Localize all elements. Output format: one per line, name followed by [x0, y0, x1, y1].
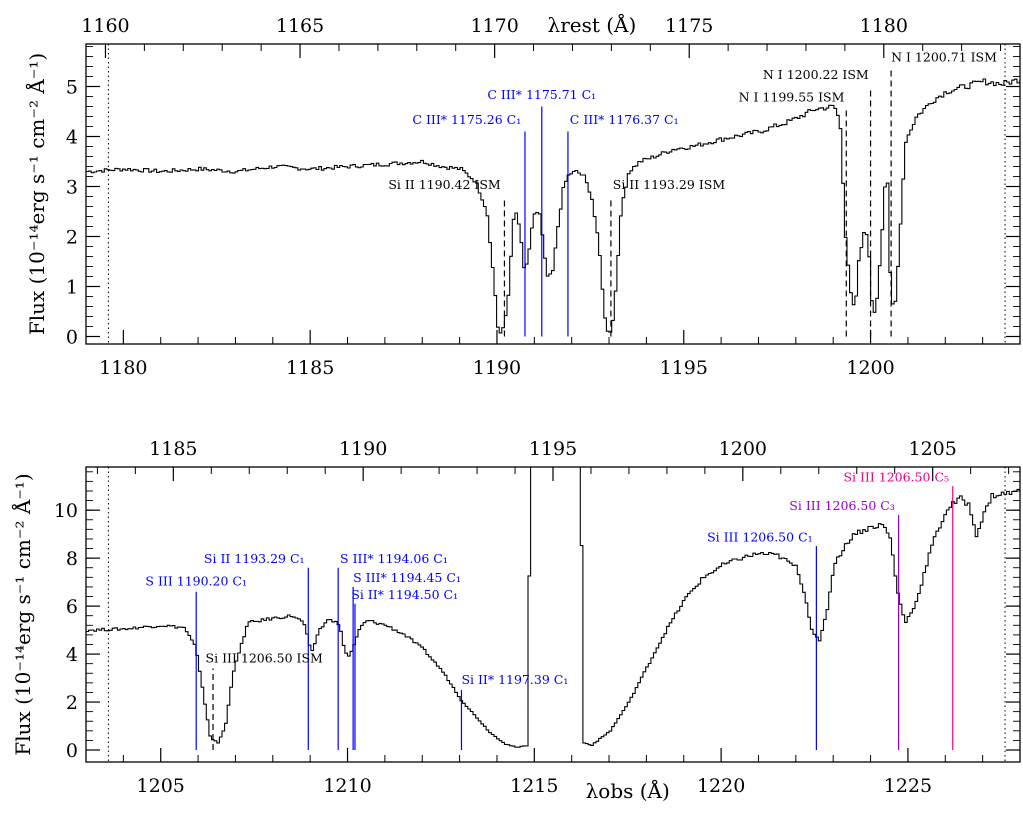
top-tick-label: 1175: [665, 15, 713, 37]
top-tick-label: 1195: [529, 438, 577, 460]
line-label: N I 1200.22 ISM: [763, 67, 869, 82]
top-x-axis-label: λrest (Å): [548, 12, 637, 37]
line-label: Si III 1206.50 C₅: [843, 469, 949, 484]
y-axis-label: Flux (10⁻¹⁴erg s⁻¹ cm⁻² Å⁻¹): [10, 473, 35, 755]
x-tick-label: 1180: [99, 357, 147, 379]
line-label: Si II 1193.29 C₁: [204, 551, 305, 566]
line-label: Si II* 1194.50 C₁: [351, 587, 458, 602]
line-label: S III* 1194.06 C₁: [340, 551, 448, 566]
line-label: S III 1190.20 C₁: [145, 574, 247, 589]
line-label: S III* 1194.45 C₁: [353, 570, 461, 585]
x-axis-label: λobs (Å): [586, 778, 670, 803]
panel-bottom: 1205 1210 1215 1220 1225 1185 1190 1195 1200 1205…: [10, 438, 1021, 803]
line-label: N I 1200.71 ISM: [891, 50, 997, 65]
x-tick-label: 1185: [286, 357, 334, 379]
x-tick-label: 1220: [697, 775, 745, 797]
y-tick-label: 10: [54, 500, 78, 522]
top-tick-label: 1170: [470, 15, 518, 37]
y-tick-label: 1: [66, 277, 78, 299]
top-tick-label: 1180: [860, 15, 908, 37]
x-tick-label: 1225: [884, 775, 932, 797]
line-label: N I 1199.55 ISM: [739, 90, 845, 105]
x-tick-label: 1200: [846, 357, 894, 379]
y-tick-label: 4: [66, 644, 78, 666]
line-label: C III* 1176.37 C₁: [570, 112, 679, 127]
y-tick-label: 0: [66, 740, 78, 762]
y-axis-label: Flux (10⁻¹⁴erg s⁻¹ cm⁻² Å⁻¹): [24, 53, 49, 335]
y-tick-label: 3: [66, 177, 78, 199]
line-label: C III* 1175.26 C₁: [412, 112, 521, 127]
line-label: Si III 1206.50 ISM: [206, 650, 323, 665]
top-tick-label: 1160: [81, 15, 129, 37]
line-label: C III* 1175.71 C₁: [487, 87, 596, 102]
x-tick-label: 1195: [660, 357, 708, 379]
panel-top: 1180 1185 1190 1195 1200 1160 1165 1170 1175 1180…: [24, 12, 1021, 379]
line-label: Si II 1193.29 ISM: [613, 177, 726, 192]
spectrum-line: [86, 78, 1021, 334]
line-label: Si III 1206.50 C₃: [789, 498, 895, 513]
x-tick-label: 1210: [323, 775, 371, 797]
y-tick-label: 2: [66, 227, 78, 249]
y-tick-label: 5: [66, 77, 78, 99]
y-tick-label: 4: [66, 127, 78, 149]
spectrum-line: [86, 466, 1021, 748]
y-tick-label: 6: [66, 596, 78, 618]
line-label: Si III 1206.50 C₁: [707, 529, 813, 544]
plot-frame: [85, 43, 1021, 345]
top-tick-label: 1205: [908, 438, 956, 460]
x-tick-label: 1215: [510, 775, 558, 797]
line-label: Si II* 1197.39 C₁: [461, 672, 568, 687]
y-tick-label: 0: [66, 327, 78, 349]
y-tick-label: 8: [66, 548, 78, 570]
y-tick-label: 2: [66, 692, 78, 714]
x-tick-label: 1205: [137, 775, 185, 797]
top-tick-label: 1190: [339, 438, 387, 460]
x-tick-label: 1190: [473, 357, 521, 379]
top-tick-label: 1165: [276, 15, 324, 37]
top-tick-label: 1200: [719, 438, 767, 460]
line-label: Si II 1190.42 ISM: [388, 177, 501, 192]
top-tick-label: 1185: [149, 438, 197, 460]
